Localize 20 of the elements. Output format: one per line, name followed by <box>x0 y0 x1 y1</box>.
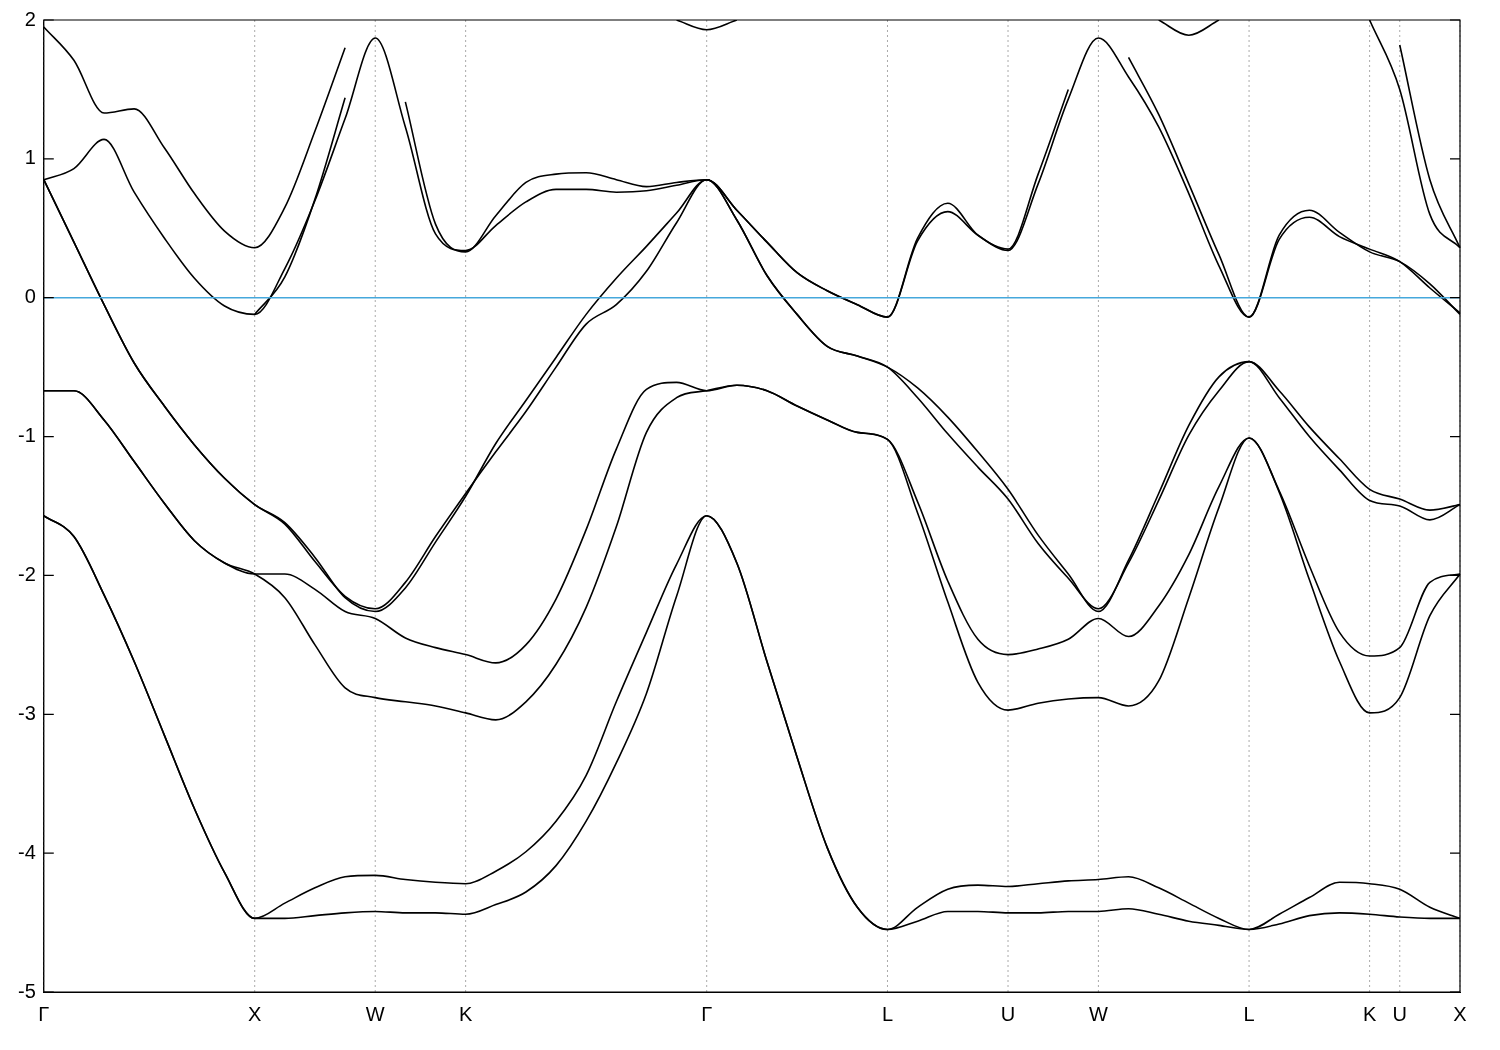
y-tick-label: -4 <box>17 840 36 863</box>
x-tick-label: L <box>881 1002 894 1025</box>
x-tick-label: W <box>1088 1002 1108 1025</box>
x-tick-label: W <box>365 1002 385 1025</box>
y-tick-label: -1 <box>17 424 36 447</box>
y-tick-label: 2 <box>24 7 36 30</box>
y-tick-label: -2 <box>17 562 36 585</box>
x-tick-label: K <box>1362 1002 1377 1025</box>
x-tick-label: L <box>1243 1002 1255 1025</box>
x-tick-label: U <box>1392 1002 1407 1025</box>
y-tick-label: -3 <box>17 701 36 724</box>
x-tick-label: X <box>248 1002 262 1025</box>
x-tick-label: K <box>458 1002 473 1025</box>
x-tick-label: Γ <box>701 1002 713 1025</box>
y-tick-label: 1 <box>24 146 36 169</box>
y-tick-label: 0 <box>24 285 36 308</box>
x-tick-label: Γ <box>38 1002 50 1025</box>
y-tick-label: -5 <box>17 979 36 1002</box>
x-tick-label: U <box>1000 1002 1016 1025</box>
x-tick-label: X <box>1453 1002 1467 1025</box>
